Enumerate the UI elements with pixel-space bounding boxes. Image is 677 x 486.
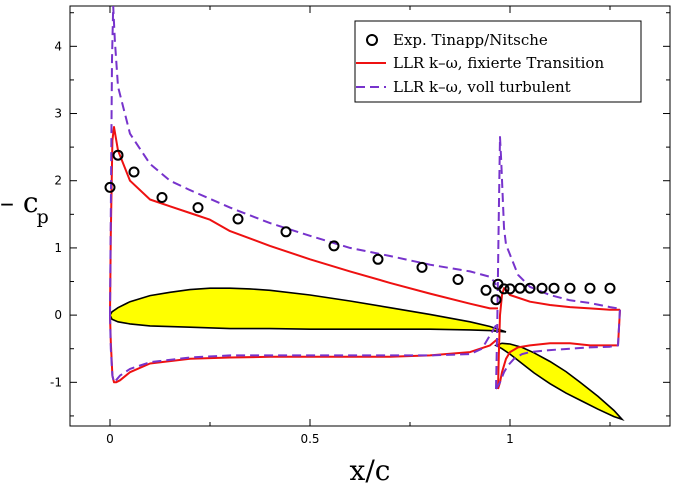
experiment-point: [192, 202, 204, 214]
y-tick-label: 1: [54, 241, 62, 255]
y-tick-label: 3: [54, 107, 62, 121]
experiment-point: [328, 240, 340, 252]
airfoil-layer: [109, 287, 625, 422]
experiment-point: [232, 213, 244, 225]
legend-marker-experiment: [366, 34, 378, 46]
y-tick-label: 2: [54, 174, 62, 188]
experiment-point: [490, 294, 502, 306]
experiment-point: [504, 283, 516, 295]
experiment-point: [524, 282, 536, 294]
experiment-point: [480, 284, 492, 296]
x-tick-label: 0: [106, 432, 114, 446]
legend: Exp. Tinapp/Nitsche LLR k–ω, fixierte Tr…: [354, 20, 642, 103]
series-line-fixed-transition-4: [497, 309, 621, 390]
y-axis-title-prefix: –: [0, 186, 23, 219]
experiment-point: [372, 253, 384, 265]
series-line-fully-turbulent-1: [109, 6, 497, 316]
experiment-point: [112, 149, 124, 161]
curve-layer: [109, 6, 621, 390]
experiment-point: [584, 282, 596, 294]
legend-label-fixed-transition: LLR k–ω, fixierte Transition: [393, 54, 604, 72]
experiment-point: [564, 282, 576, 294]
x-axis-title: x/c: [350, 454, 391, 486]
axis-layer: 0 0.5 1 -1 0 1 2 3 4: [50, 6, 670, 446]
series-line-fixed-transition-3: [497, 287, 620, 390]
x-tick-label: 0.5: [300, 432, 319, 446]
experiment-point: [498, 283, 510, 295]
y-axis-title-sub: p: [37, 206, 49, 228]
experiment-point: [156, 192, 168, 203]
series-line-fixed-transition-1: [109, 126, 499, 316]
airfoil-main: [109, 287, 507, 333]
series-line-fully-turbulent-2: [109, 315, 497, 384]
y-tick-label: 4: [54, 39, 62, 53]
legend-label-fully-turbulent: LLR k–ω, voll turbulent: [393, 78, 571, 96]
y-tick-label: 0: [54, 308, 62, 322]
experiment-point: [452, 274, 464, 285]
y-axis-title: – cp: [0, 186, 49, 228]
series-line-fully-turbulent-3: [495, 136, 620, 390]
experiment-point: [548, 282, 560, 294]
experiment-point: [536, 282, 548, 294]
marker-layer: [104, 149, 616, 306]
legend-frame: [354, 20, 642, 103]
experiment-point: [128, 166, 140, 178]
x-tick-label: 1: [506, 432, 514, 446]
experiment-point: [280, 226, 292, 238]
experiment-point: [604, 282, 616, 294]
airfoil-flap: [494, 342, 625, 422]
legend-label-experiment: Exp. Tinapp/Nitsche: [393, 31, 548, 49]
y-axis-title-main: c: [23, 186, 39, 219]
experiment-point: [416, 261, 428, 273]
series-line-fully-turbulent-4: [495, 308, 621, 390]
experiment-point: [104, 181, 116, 193]
y-tick-label: -1: [50, 375, 62, 389]
